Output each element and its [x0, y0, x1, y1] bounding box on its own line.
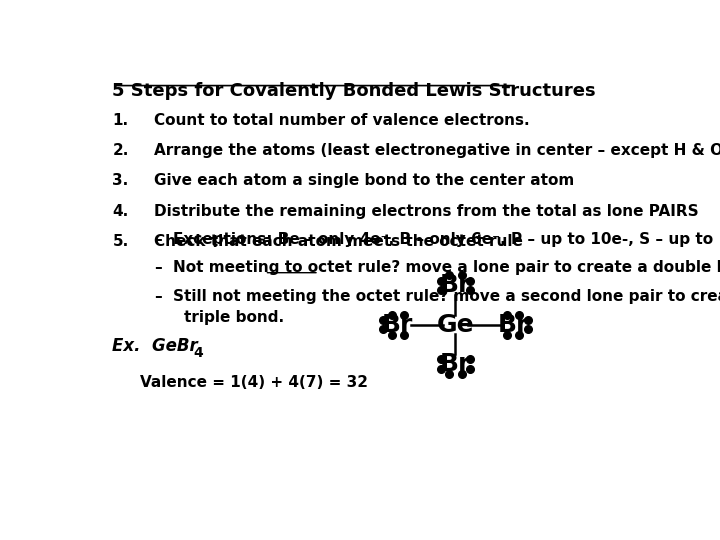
Text: 4.: 4.: [112, 204, 129, 219]
Text: 3.: 3.: [112, 173, 129, 188]
Text: 2.: 2.: [112, 143, 129, 158]
Text: Br: Br: [440, 273, 471, 298]
Text: triple bond.: triple bond.: [184, 310, 284, 325]
Text: Distribute the remaining electrons from the total as lone PAIRS: Distribute the remaining electrons from …: [154, 204, 699, 219]
Text: Valence = 1(4) + 4(7) = 32: Valence = 1(4) + 4(7) = 32: [140, 375, 368, 389]
Text: Still not meeting the octet rule? move a second lone pair to create a: Still not meeting the octet rule? move a…: [173, 288, 720, 303]
Text: Ex.  GeBr: Ex. GeBr: [112, 337, 198, 355]
Text: –: –: [154, 260, 162, 275]
Text: Br: Br: [440, 352, 471, 376]
Text: Exceptions: Be – only 4e⁻, B – only 6e⁻, P – up to 10e-, S – up to 12e⁻: Exceptions: Be – only 4e⁻, B – only 6e⁻,…: [173, 232, 720, 247]
Text: Br: Br: [498, 313, 529, 336]
Text: –: –: [154, 232, 162, 247]
Text: –: –: [154, 288, 162, 303]
Text: 1.: 1.: [112, 113, 128, 127]
Text: Give each atom a single bond to the center atom: Give each atom a single bond to the cent…: [154, 173, 575, 188]
Text: 5 Steps for Covalently Bonded Lewis Structures: 5 Steps for Covalently Bonded Lewis Stru…: [112, 82, 596, 100]
Text: Ge: Ge: [436, 313, 474, 336]
Text: Check that each atom meets the octet rule: Check that each atom meets the octet rul…: [154, 234, 523, 249]
Text: Arrange the atoms (least electronegative in center – except H & O): Arrange the atoms (least electronegative…: [154, 143, 720, 158]
Text: 4: 4: [193, 346, 203, 360]
Text: Br: Br: [382, 313, 413, 336]
Text: 5.: 5.: [112, 234, 129, 249]
Text: Count to total number of valence electrons.: Count to total number of valence electro…: [154, 113, 530, 127]
Text: Not meeting to octet rule? move a lone pair to create a double bond.: Not meeting to octet rule? move a lone p…: [173, 260, 720, 275]
